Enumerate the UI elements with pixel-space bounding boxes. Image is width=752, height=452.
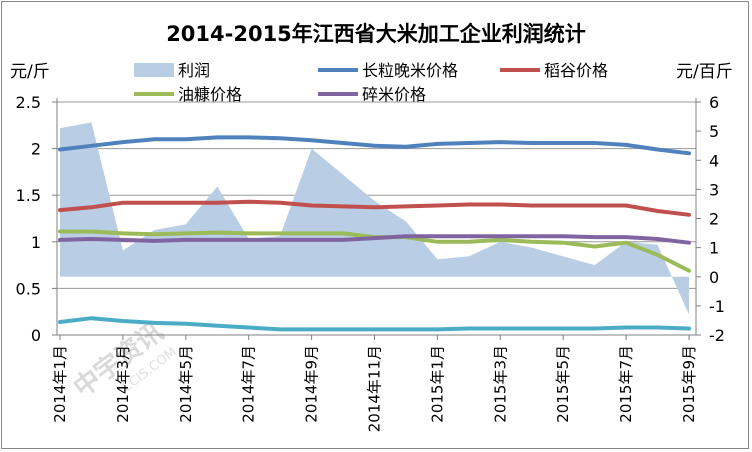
x-tick-label: 2015年5月 (554, 345, 572, 423)
legend-label: 长粒晚米价格 (362, 61, 458, 80)
legend-label: 油糠价格 (178, 85, 242, 104)
x-tick-label: 2014年3月 (114, 345, 132, 423)
right-tick-label: 3 (709, 180, 719, 199)
left-axis-unit: 元/斤 (10, 62, 50, 82)
axes (52, 98, 701, 340)
left-tick-label: 2 (31, 140, 41, 159)
right-tick-label: 5 (709, 122, 719, 141)
legend-label: 利润 (178, 61, 210, 80)
x-tick-label: 2015年3月 (491, 345, 509, 423)
left-tick-label: 0 (31, 326, 41, 345)
right-tick-label: -2 (709, 326, 725, 345)
right-tick-label: 2 (709, 210, 719, 229)
legend-label: 碎米价格 (362, 85, 426, 104)
legend-swatch-area (134, 63, 174, 77)
x-tick-label: 2015年7月 (617, 345, 635, 423)
profit-area-layer (60, 122, 689, 315)
right-tick-label: -1 (709, 297, 725, 316)
series-line (58, 316, 691, 332)
tick-labels: 0 0.5 1 1.5 2 2.5 -2 -1 0 1 2 3 4 5 6 2014年1月 2014年3月 201… (16, 93, 725, 432)
chart-title: 2014-2015年江西省大米加工企业利润统计 (166, 22, 586, 46)
x-tick-label: 2015年1月 (428, 345, 446, 423)
series-line (58, 199, 691, 217)
x-tick-label: 2014年9月 (303, 345, 321, 423)
left-tick-label: 1 (31, 233, 41, 252)
x-tick-label: 2015年9月 (680, 345, 698, 423)
price-lines-layer (58, 135, 691, 332)
series-line (58, 234, 691, 245)
right-tick-label: 4 (709, 151, 719, 170)
left-tick-label: 2.5 (16, 93, 41, 112)
x-tick-label: 2014年11月 (366, 345, 384, 432)
right-tick-label: 1 (709, 239, 719, 258)
left-tick-label: 1.5 (16, 186, 41, 205)
right-tick-label: 6 (709, 93, 719, 112)
series-line (58, 135, 691, 156)
profit-area (60, 122, 689, 315)
x-tick-label: 2014年5月 (177, 345, 195, 423)
x-tick-label: 2014年7月 (240, 345, 258, 423)
legend-label: 稻谷价格 (544, 61, 608, 80)
right-tick-label: 0 (709, 268, 719, 287)
right-axis-unit: 元/百斤 (676, 62, 733, 82)
left-tick-label: 0.5 (16, 279, 41, 298)
x-tick-label: 2014年1月 (51, 345, 69, 423)
